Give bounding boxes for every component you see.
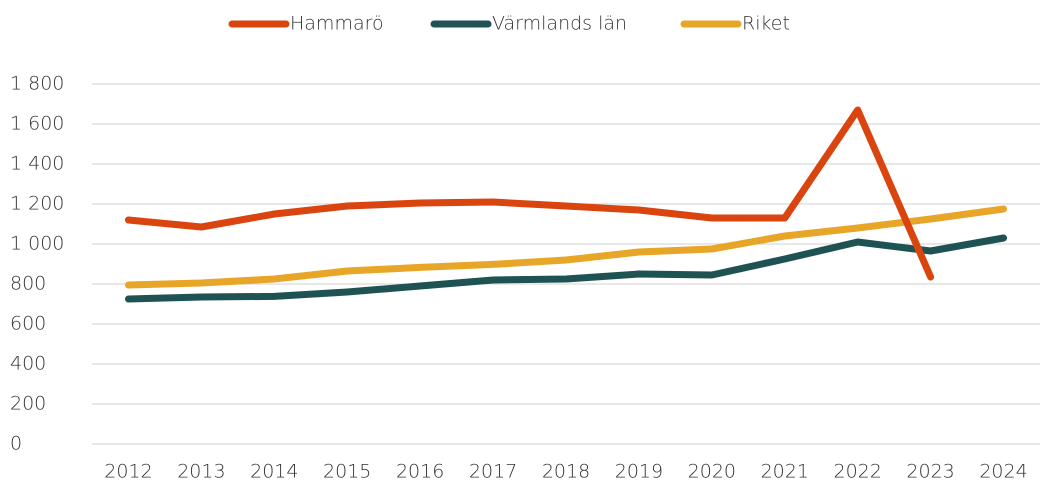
y-tick-label: 400	[10, 353, 46, 375]
y-tick-label: 1 600	[10, 113, 64, 135]
y-tick-label: 600	[10, 313, 46, 335]
y-tick-label: 0	[10, 433, 22, 455]
x-tick-label: 2023	[906, 461, 954, 483]
y-tick-label: 1 000	[10, 233, 64, 255]
series-line	[124, 205, 1008, 289]
x-tick-label: 2014	[250, 461, 298, 483]
legend-label: Riket	[742, 13, 790, 35]
x-tick-label: 2022	[834, 461, 882, 483]
x-tick-label: 2018	[542, 461, 590, 483]
legend-label: Värmlands län	[492, 13, 627, 35]
y-tick-label: 1 800	[10, 73, 64, 95]
y-tick-label: 1 200	[10, 193, 64, 215]
series-line	[124, 106, 935, 281]
x-tick-label: 2013	[177, 461, 225, 483]
series-line	[124, 234, 1008, 303]
y-tick-label: 1 400	[10, 153, 64, 175]
x-tick-label: 2021	[761, 461, 809, 483]
x-tick-label: 2017	[469, 461, 517, 483]
x-tick-label: 2019	[615, 461, 663, 483]
legend-label: Hammarö	[290, 13, 384, 35]
x-tick-label: 2020	[688, 461, 736, 483]
y-tick-label: 800	[10, 273, 46, 295]
x-tick-label: 2016	[396, 461, 444, 483]
x-tick-label: 2012	[104, 461, 152, 483]
y-tick-label: 200	[10, 393, 46, 415]
x-tick-label: 2015	[323, 461, 371, 483]
x-tick-label: 2024	[979, 461, 1027, 483]
